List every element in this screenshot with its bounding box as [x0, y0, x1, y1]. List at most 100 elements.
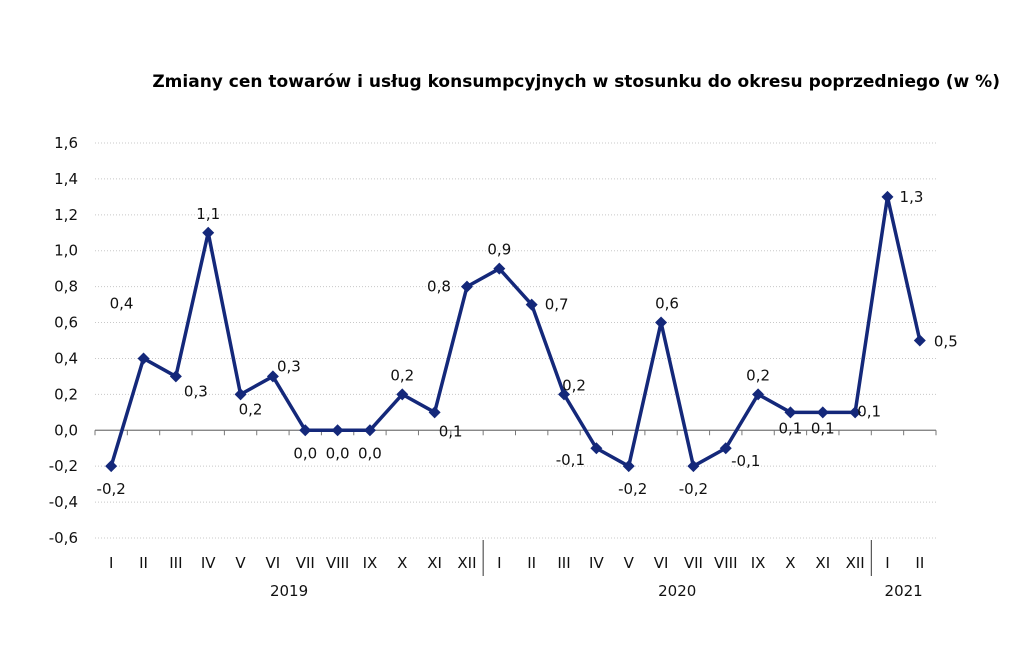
y-tick-label: 1,2	[54, 206, 78, 224]
data-point	[396, 388, 409, 401]
data-point	[266, 370, 279, 383]
x-tick-label: III	[557, 554, 570, 572]
x-tick-label: IV	[201, 554, 216, 572]
data-point	[363, 424, 376, 437]
x-tick-label: VIII	[326, 554, 350, 572]
y-tick-label: -0,6	[49, 529, 78, 547]
data-label: -0,1	[731, 452, 760, 470]
x-tick-label: VI	[266, 554, 281, 572]
data-point	[655, 316, 668, 329]
data-label: 0,0	[326, 444, 350, 462]
data-point	[137, 352, 150, 365]
data-point	[719, 442, 732, 455]
data-point	[849, 406, 862, 419]
data-label: -0,2	[679, 480, 708, 498]
x-tick-label: IX	[751, 554, 766, 572]
data-label: 1,1	[196, 205, 220, 223]
x-tick-label: XI	[427, 554, 442, 572]
x-tick-label: II	[527, 554, 536, 572]
data-label: 0,1	[439, 422, 463, 440]
data-label: 0,1	[857, 402, 881, 420]
data-label: 1,3	[900, 188, 924, 206]
data-point	[525, 298, 538, 311]
y-tick-label: 0,4	[54, 349, 78, 367]
data-point	[234, 388, 247, 401]
data-label: -0,2	[97, 480, 126, 498]
series-line	[109, 195, 922, 468]
data-point	[558, 388, 571, 401]
x-tick-label: VII	[684, 554, 703, 572]
data-label: 0,2	[746, 366, 770, 384]
y-tick-label: 0,2	[54, 385, 78, 403]
x-tick-label: V	[624, 554, 635, 572]
data-label: 0,4	[110, 294, 134, 312]
data-point	[169, 370, 182, 383]
data-label: 0,6	[655, 295, 679, 313]
y-tick-label: -0,4	[49, 493, 78, 511]
data-point	[913, 334, 926, 347]
y-tick-label: 1,6	[54, 134, 78, 152]
data-label: 0,2	[390, 366, 414, 384]
y-tick-label: 0,8	[54, 278, 78, 296]
grid-lines	[95, 142, 936, 539]
x-axis: I II III IV V VI VII VIII IX X XI XII I II III IV V VI VII…	[94, 429, 937, 600]
data-point	[299, 424, 312, 437]
data-point	[428, 406, 441, 419]
data-labels: -0,2 0,4 0,3 1,1 0,2 0,3 0,0 0,0 0,0 0,2 0,1 0,8 0,9…	[97, 188, 958, 498]
data-label: 0,3	[184, 382, 208, 400]
data-label: 0,7	[545, 296, 569, 314]
x-tick-label: XII	[457, 554, 476, 572]
data-point	[881, 190, 894, 203]
x-tick-label: I	[497, 554, 501, 572]
x-tick-label: VI	[654, 554, 669, 572]
data-point	[105, 460, 118, 473]
x-tick-label: VII	[296, 554, 315, 572]
data-point	[590, 442, 603, 455]
y-tick-label: -0,2	[49, 457, 78, 475]
x-tick-label: I	[109, 554, 113, 572]
x-tick-label: III	[169, 554, 182, 572]
data-point	[816, 406, 829, 419]
data-label: 0,3	[277, 357, 301, 375]
data-label: 0,2	[239, 400, 263, 418]
x-tick-label: I	[885, 554, 889, 572]
data-label: 0,1	[779, 419, 803, 437]
series-line-path	[109, 195, 922, 468]
chart-title: Zmiany cen towarów i usług konsumpcyjnyc…	[152, 72, 1000, 92]
y-tick-label: 1,4	[54, 170, 78, 188]
data-point	[202, 226, 215, 239]
data-point	[460, 280, 473, 293]
data-label: 0,5	[934, 333, 958, 351]
x-tick-label: XII	[846, 554, 865, 572]
year-label: 2021	[885, 582, 923, 600]
x-tick-label: XI	[815, 554, 830, 572]
x-tick-label: IV	[589, 554, 604, 572]
data-label: 0,0	[358, 444, 382, 462]
year-label: 2019	[270, 582, 308, 600]
x-tick-label: VIII	[714, 554, 738, 572]
data-point	[331, 424, 344, 437]
data-label: 0,9	[487, 241, 511, 259]
data-point	[493, 262, 506, 275]
data-label: 0,1	[811, 419, 835, 437]
x-tick-label: X	[785, 554, 795, 572]
data-point	[622, 460, 635, 473]
data-label: 0,0	[293, 444, 317, 462]
x-tick-label: II	[139, 554, 148, 572]
data-label: 0,8	[427, 278, 451, 296]
data-label: 0,2	[562, 376, 586, 394]
data-points	[105, 190, 926, 473]
data-label: -0,1	[556, 451, 585, 469]
data-point	[752, 388, 765, 401]
x-tick-label: X	[397, 554, 407, 572]
x-tick-label: IX	[363, 554, 378, 572]
y-tick-label: 1,0	[54, 242, 78, 260]
x-tick-label: V	[235, 554, 246, 572]
data-point	[687, 460, 700, 473]
y-axis-ticks: -0,6 -0,4 -0,2 0,0 0,2 0,4 0,6 0,8 1,0 1,2 1,4 1,6	[49, 134, 78, 547]
data-label: -0,2	[618, 480, 647, 498]
data-point	[784, 406, 797, 419]
x-tick-label: II	[915, 554, 924, 572]
year-label: 2020	[658, 582, 696, 600]
